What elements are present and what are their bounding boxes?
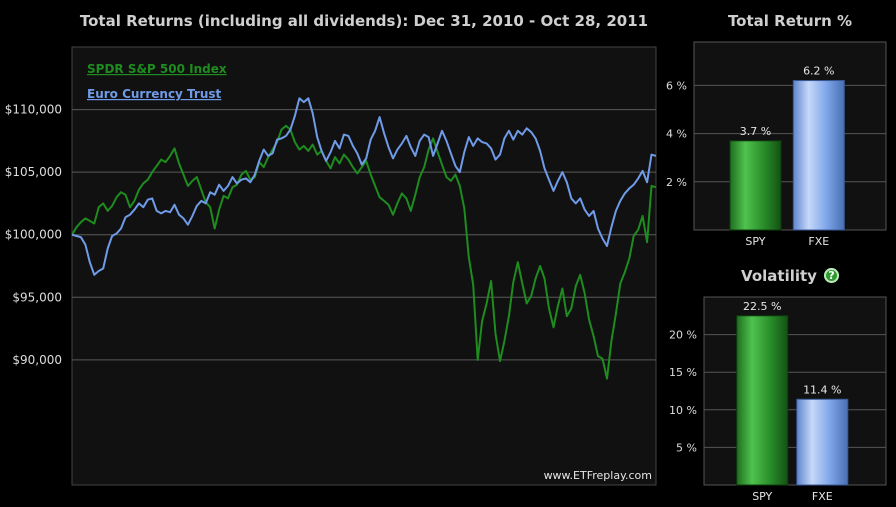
spy-series-line (71, 124, 657, 380)
volatility-title: Volatility? (694, 267, 886, 285)
total-return-bar-fxe (792, 80, 845, 231)
volatility-bar-chart: 5 % 10 % 15 % 20 % 22.5 % SPY 11.4 % FXE (669, 296, 887, 503)
volatility-value-label: 11.4 % (803, 383, 841, 396)
legend-fxe: Euro Currency Trust (87, 87, 222, 101)
volatility-category-label: SPY (752, 490, 772, 503)
total-return-category-label: FXE (808, 235, 829, 248)
volatility-y-tick-label: 20 % (669, 329, 697, 342)
volatility-bar-fxe (796, 398, 849, 486)
y-tick-label: $100,000 (5, 228, 62, 242)
volatility-y-tick-label: 5 % (676, 441, 697, 454)
y-tick-label: $90,000 (12, 353, 62, 367)
total-return-y-tick-label: 4 % (666, 128, 687, 141)
line-chart: $90,000 $95,000 $100,000 $105,000 $110,000 SP… (5, 46, 657, 486)
volatility-y-tick-label: 10 % (669, 404, 697, 417)
total-return-category-label: SPY (745, 235, 765, 248)
watermark: www.ETFreplay.com (544, 469, 652, 482)
plot-area (71, 46, 657, 486)
volatility-bar-spy (736, 315, 789, 486)
total-return-bar-chart: 2 % 4 % 6 % 3.7 % SPY 6.2 % FXE (666, 41, 887, 248)
total-return-title-text: Total Return % (727, 12, 853, 30)
volatility-plot-area (703, 296, 887, 486)
total-return-title: Total Return % (694, 12, 886, 30)
volatility-y-tick-label: 15 % (669, 366, 697, 379)
total-return-value-label: 3.7 % (740, 125, 771, 138)
y-tick-label: $110,000 (5, 103, 62, 117)
volatility-value-label: 22.5 % (743, 300, 781, 313)
y-tick-label: $105,000 (5, 165, 62, 179)
help-icon[interactable]: ? (823, 268, 839, 283)
total-return-y-tick-label: 6 % (666, 79, 687, 92)
legend-spy: SPDR S&P 500 Index (87, 62, 227, 76)
total-return-plot-area (693, 41, 887, 231)
volatility-title-text: Volatility (741, 267, 817, 285)
total-return-y-tick-label: 2 % (666, 176, 687, 189)
main-chart-title: Total Returns (including all dividends):… (79, 12, 649, 30)
fxe-series-line (71, 97, 657, 276)
y-tick-label: $95,000 (12, 290, 62, 304)
total-return-value-label: 6.2 % (803, 65, 834, 78)
total-return-bar-spy (729, 140, 782, 231)
volatility-category-label: FXE (812, 490, 833, 503)
